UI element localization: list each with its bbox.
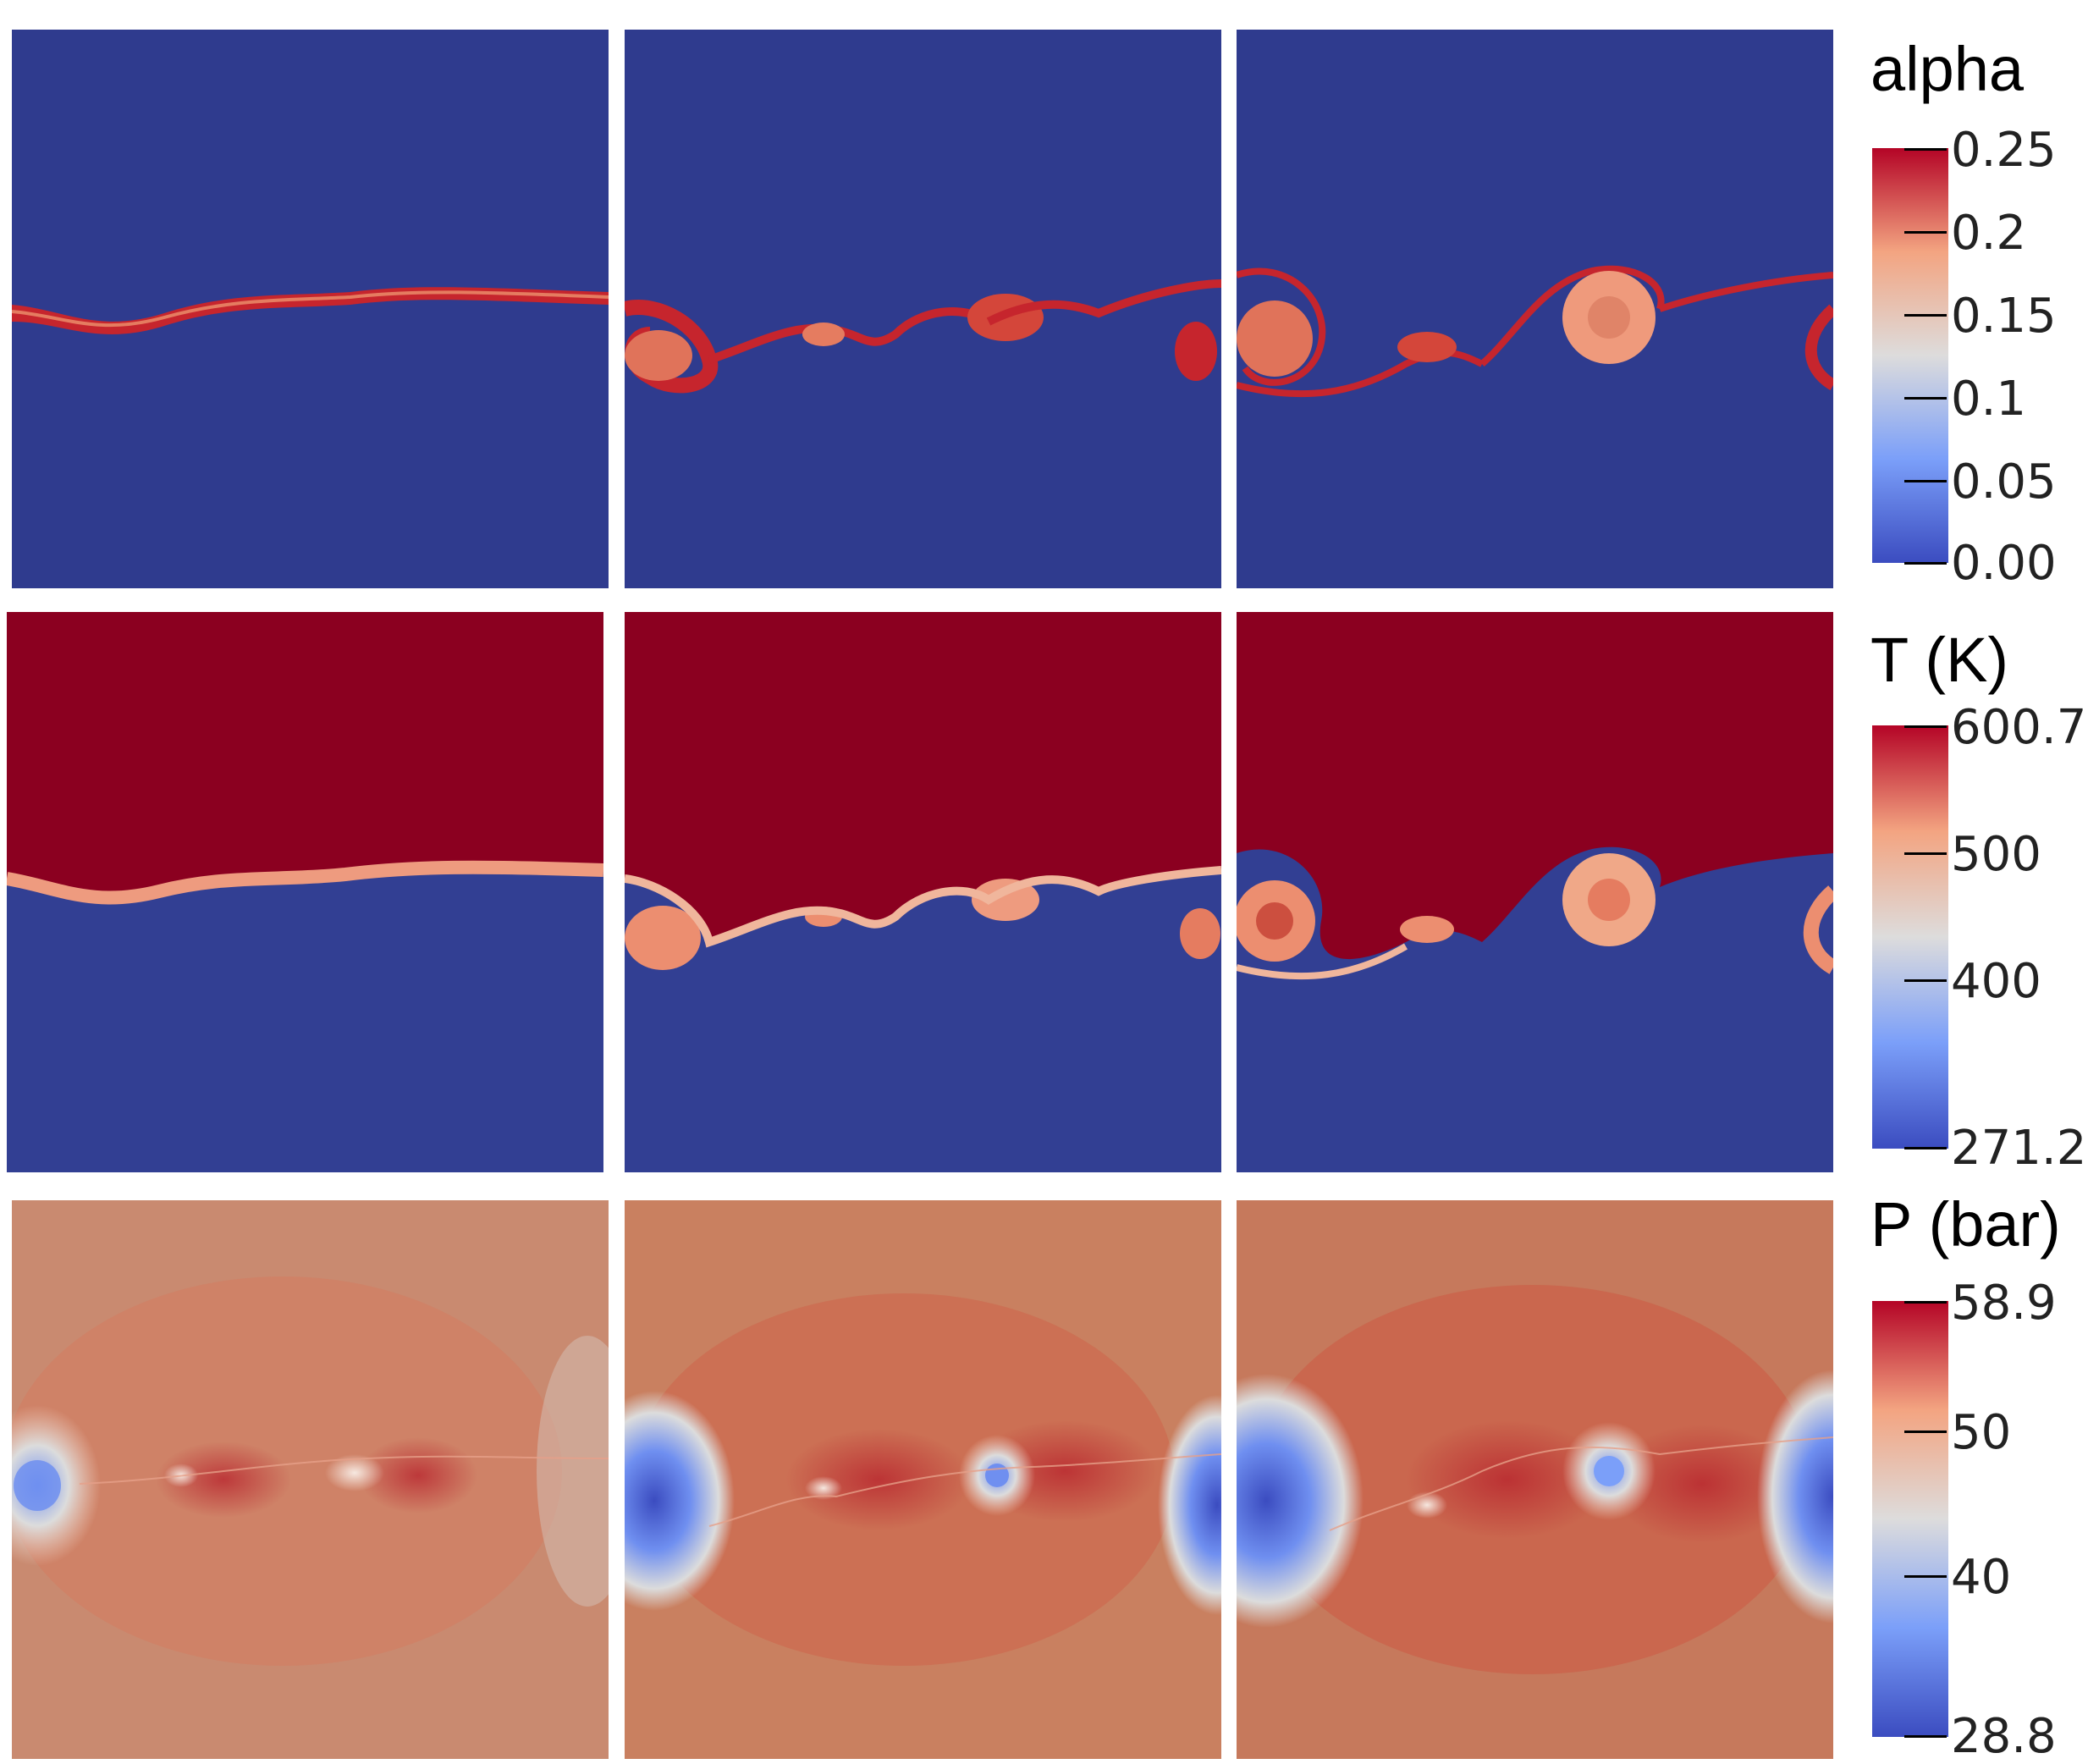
temperature-panel-t2 (625, 612, 1221, 1172)
pressure-colorbar: P (bar) 58.9 50 40 28.8 (1870, 1189, 2088, 1761)
alpha-panel-t1 (12, 30, 609, 588)
temperature-colorbar: T (K) 600.7 500 400 271.2 (1870, 622, 2088, 1172)
temperature-colorbar-gradient (1872, 725, 1948, 1149)
pressure-tick-label: 50 (1951, 1405, 2012, 1460)
pressure-colorbar-title: P (bar) (1870, 1189, 2061, 1260)
alpha-panel-t3 (1237, 30, 1833, 588)
temperature-tick-label: 500 (1951, 827, 2041, 882)
temperature-panel-t1 (7, 612, 603, 1172)
temperature-colorbar-title: T (K) (1870, 625, 2009, 695)
pressure-panel-t3 (1237, 1200, 1833, 1759)
temperature-tick-label: 400 (1951, 954, 2041, 1009)
pressure-panel-t1 (12, 1200, 609, 1759)
alpha-tick-label: 0.05 (1951, 455, 2057, 510)
temperature-panel-t3 (1237, 612, 1833, 1172)
alpha-tick-label: 0.00 (1951, 536, 2057, 591)
alpha-tick-label: 0.15 (1951, 289, 2057, 344)
temperature-tick-label: 600.7 (1951, 700, 2087, 755)
temperature-tick-label: 271.2 (1951, 1121, 2087, 1176)
pressure-panel-t2 (625, 1200, 1221, 1759)
alpha-tick-label: 0.1 (1951, 372, 2027, 427)
alpha-colorbar-title: alpha (1870, 34, 2025, 104)
alpha-colorbar: alpha 0.25 0.2 0.15 0.1 0.05 0.00 (1870, 34, 2088, 587)
alpha-colorbar-gradient (1872, 148, 1948, 563)
alpha-tick-label: 0.25 (1951, 123, 2057, 178)
pressure-colorbar-gradient (1872, 1301, 1948, 1737)
pressure-tick-label: 58.9 (1951, 1276, 2057, 1331)
pressure-tick-label: 40 (1951, 1550, 2012, 1605)
pressure-tick-label: 28.8 (1951, 1709, 2057, 1764)
alpha-tick-label: 0.2 (1951, 206, 2027, 261)
alpha-panel-t2 (625, 30, 1221, 588)
